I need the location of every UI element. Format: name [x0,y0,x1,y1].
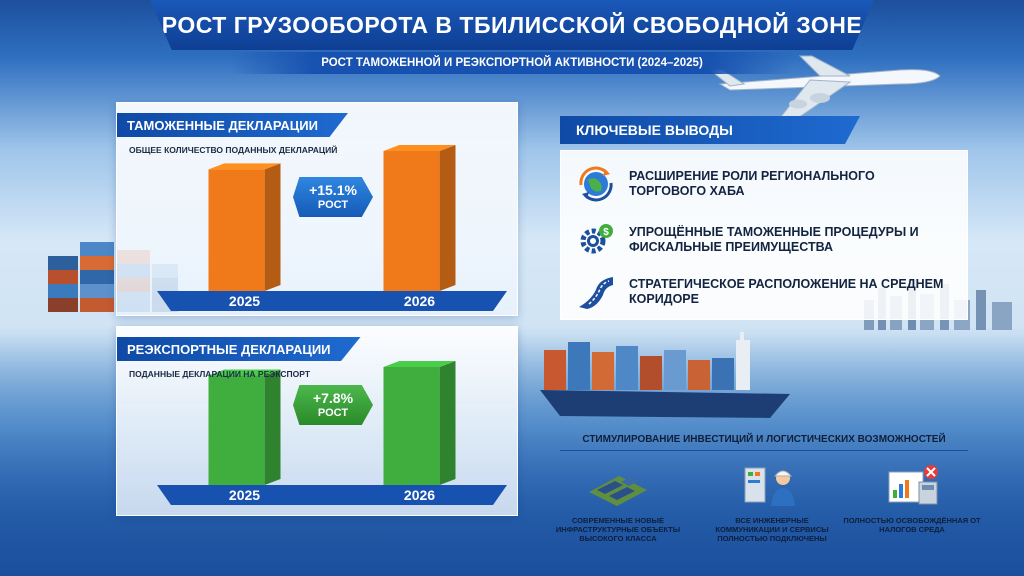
svg-text:$: $ [603,227,609,238]
category-label: 2026 [404,293,435,309]
globe-arrows-icon [579,166,613,202]
customs-growth-value: +15.1% [309,182,357,199]
chart-baseline [157,291,507,311]
reexport-declarations-panel: 2025 2026 РЕЭКСПОРТНЫЕ ДЕКЛАРАЦИИ ПОДАННЫ… [116,326,518,516]
customs-growth-label: РОСТ [317,198,349,211]
investment-label: СОВРЕМЕННЫЕ НОВЫЕ ИНФРАСТРУКТУРНЫЕ ОБЪЕК… [555,516,681,543]
investment-label: ПОЛНОСТЬЮ ОСВОБОЖДЁННАЯ ОТ НАЛОГОВ СРЕДА [843,516,981,534]
bar-2026 [383,361,456,485]
investment-title: СТИМУЛИРОВАНИЕ ИНВЕСТИЦИЙ И ЛОГИСТИЧЕСКИ… [582,434,946,445]
cargo-ship-image [540,332,790,418]
reexport-chart-title: РЕЭКСПОРТНЫЕ ДЕКЛАРАЦИИ [117,337,361,361]
gear-dollar-icon: $ [580,224,613,254]
investment-item: СОВРЕМЕННЫЕ НОВЫЕ ИНФРАСТРУКТУРНЫЕ ОБЪЕК… [548,462,688,543]
category-label: 2025 [229,487,260,503]
investment-item: ПОЛНОСТЬЮ ОСВОБОЖДЁННАЯ ОТ НАЛОГОВ СРЕДА [842,462,982,534]
finding-text: УПРОЩЁННЫЕ ТАМОЖЕННЫЕ ПРОЦЕДУРЫ И ФИСКАЛ… [629,225,919,254]
tax-free-icon [888,465,938,505]
investment-divider [560,450,968,451]
investment-item: ВСЕ ИНЖЕНЕРНЫЕ КОММУНИКАЦИИ И СЕРВИСЫ ПО… [702,462,842,543]
chart-baseline [157,485,507,505]
key-findings-list: РАСШИРЕНИЕ РОЛИ РЕГИОНАЛЬНОГО ТОРГОВОГО … [560,150,968,320]
finding-item: РАСШИРЕНИЕ РОЛИ РЕГИОНАЛЬНОГО ТОРГОВОГО … [577,165,949,203]
reexport-growth-label: РОСТ [317,406,349,419]
customs-growth-badge: +15.1% РОСТ [293,177,373,217]
reexport-declarations-chart: 2025 2026 [157,361,507,505]
road-icon [579,277,613,309]
reexport-growth-value: +7.8% [312,390,354,407]
reexport-chart-subtitle: ПОДАННЫЕ ДЕКЛАРАЦИИ НА РЕЭКСПОРТ [129,369,311,379]
solar-facility-icon [589,476,647,506]
investment-label: ВСЕ ИНЖЕНЕРНЫЕ КОММУНИКАЦИИ И СЕРВИСЫ ПО… [715,516,829,543]
airplane-image [708,55,941,119]
category-label: 2025 [229,293,260,309]
engineer-icon [744,467,795,506]
category-label: 2026 [404,487,435,503]
page-subtitle: РОСТ ТАМОЖЕННОЙ И РЕЭКСПОРТНОЙ АКТИВНОСТ… [230,52,794,74]
bar-2026 [383,145,456,291]
reexport-growth-badge: +7.8% РОСТ [293,385,373,425]
key-findings-title: КЛЮЧЕВЫЕ ВЫВОДЫ [560,116,860,144]
finding-item: $ УПРОЩЁННЫЕ ТАМОЖЕННЫЕ ПРОЦЕДУРЫ И ФИСК… [577,221,949,259]
customs-declarations-panel: 2025 2026 ТАМОЖЕННЫЕ ДЕКЛАРАЦИИ ОБЩЕЕ КОЛ… [116,102,518,316]
customs-chart-title: ТАМОЖЕННЫЕ ДЕКЛАРАЦИИ [117,113,348,137]
page-title: РОСТ ГРУЗООБОРОТА В ТБИЛИССКОЙ СВОБОДНОЙ… [150,0,874,50]
customs-declarations-chart: 2025 2026 [157,145,507,311]
finding-item: СТРАТЕГИЧЕСКОЕ РАСПОЛОЖЕНИЕ НА СРЕДНЕМ К… [577,273,949,311]
customs-chart-subtitle: ОБЩЕЕ КОЛИЧЕСТВО ПОДАННЫХ ДЕКЛАРАЦИЙ [129,145,338,155]
finding-text: РАСШИРЕНИЕ РОЛИ РЕГИОНАЛЬНОГО ТОРГОВОГО … [629,169,875,198]
bar-2025 [208,369,281,485]
finding-text: СТРАТЕГИЧЕСКОЕ РАСПОЛОЖЕНИЕ НА СРЕДНЕМ К… [629,277,944,306]
bar-2025 [208,163,281,291]
